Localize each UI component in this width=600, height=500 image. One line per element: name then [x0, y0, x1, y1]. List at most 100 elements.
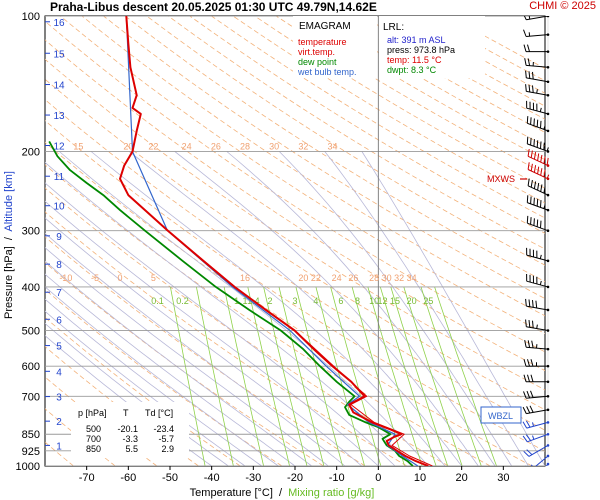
table-cell: 2.9 — [161, 444, 174, 454]
mixing-ratio-label: 6 — [338, 296, 343, 306]
wind-barb — [526, 215, 550, 233]
wind-barb-feather — [522, 435, 528, 443]
series-line-temperature — [119, 16, 429, 466]
wind-barb — [527, 162, 550, 181]
moist-adiabat-line — [45, 273, 296, 466]
table-cell: -5.7 — [158, 434, 174, 444]
wind-barb-dot — [546, 65, 550, 69]
wind-barb — [525, 70, 550, 84]
y-axis-label: Pressure [hPa] — [3, 246, 15, 319]
wind-barb-feather — [540, 200, 542, 208]
moist-adiabat-line — [45, 232, 346, 466]
theta-label: 30 — [269, 142, 279, 152]
wind-barb-feather — [530, 196, 532, 204]
theta-label: 16 — [240, 273, 250, 283]
wind-barb-shaft — [526, 280, 549, 288]
wind-barb-feather — [530, 137, 532, 146]
x-tick-label: -60 — [120, 472, 136, 484]
theta-label: 22 — [148, 142, 158, 152]
wind-barb — [525, 319, 550, 332]
wind-barb-feather — [537, 182, 540, 191]
y-axis-sep: / — [3, 236, 15, 240]
theta-label: 22 — [311, 273, 321, 283]
pressure-tick-label: 600 — [22, 361, 40, 373]
wind-barb-shaft — [527, 185, 549, 196]
wind-barb-dot — [546, 444, 550, 447]
wind-barb-shaft — [526, 409, 549, 415]
wind-barb-feather — [523, 16, 527, 21]
wind-barb-shaft — [527, 155, 549, 167]
wind-barb-shaft — [526, 77, 549, 83]
moist-adiabat-line — [45, 310, 246, 466]
wind-barb-feather — [522, 406, 527, 414]
mixing-ratio-label: 10 — [369, 296, 379, 306]
altitude-label: 7 — [56, 288, 62, 299]
wind-barb — [525, 298, 550, 312]
wind-barb-feather — [527, 162, 530, 170]
wind-barb-half-feather — [536, 324, 538, 329]
wind-barb-feather — [523, 450, 530, 457]
altitude-label: 4 — [56, 367, 62, 378]
pressure-tick-label: 300 — [22, 226, 40, 238]
x-axis-sep: / — [279, 487, 283, 499]
wind-barb-half-feather — [539, 107, 542, 112]
wind-barb-dot — [546, 50, 550, 53]
wind-barb — [524, 58, 550, 69]
altitude-label: 6 — [56, 315, 62, 326]
wind-barb-feather — [528, 320, 531, 328]
wind-barb — [523, 16, 550, 21]
wind-barb-feather — [532, 85, 534, 93]
wind-barb-feather — [533, 165, 537, 173]
x-tick-label: -70 — [79, 472, 95, 484]
mixing-ratio-label: 2 — [267, 296, 272, 306]
wind-barb-shaft — [526, 395, 549, 399]
lrl-box: LRL: alt: 391 m ASL press: 973.8 hPa tem… — [379, 16, 485, 78]
wind-barb-feather — [536, 219, 539, 227]
wbzl-box — [480, 406, 522, 424]
wind-barb-feather — [540, 120, 542, 129]
legend-item-virt-temp: virt.temp. — [298, 47, 335, 57]
wind-barb-feather — [527, 149, 530, 157]
wind-barb-half-feather — [536, 89, 538, 94]
wind-barb — [524, 340, 550, 351]
moist-adiabat-line — [45, 260, 312, 466]
wind-barb-feather — [537, 166, 540, 174]
wind-barb-dot — [546, 80, 550, 84]
summary-header-td: Td [°C] — [145, 408, 173, 418]
altitude-label: 9 — [56, 232, 62, 243]
mxws-label: MXWS — [487, 174, 515, 184]
dry-adiabat-line — [103, 16, 545, 300]
legend-box — [293, 16, 377, 78]
wind-barb-half-feather — [532, 435, 535, 440]
wind-barb-dot — [546, 33, 550, 36]
table-cell: -3.3 — [122, 434, 138, 444]
wind-barb-dot — [546, 16, 550, 18]
wind-barb-feather — [540, 220, 542, 229]
x-tick-label: 20 — [456, 472, 468, 484]
series-line-dew-point — [48, 140, 414, 466]
wind-barb-feather — [525, 434, 532, 441]
lrl-alt: alt: 391 m ASL — [387, 35, 446, 45]
altitude-label: 1 — [56, 441, 62, 452]
wind-barb-half-feather — [539, 254, 542, 259]
wind-barb-feather — [527, 374, 530, 382]
pressure-tick-label: 850 — [22, 429, 40, 441]
wind-barb-half-feather — [532, 422, 534, 427]
wind-barb-feather — [528, 299, 531, 307]
wind-barb — [522, 405, 550, 415]
wind-barb — [527, 178, 550, 197]
mixing-ratio-label: 15 — [390, 296, 400, 306]
wind-barb — [523, 359, 550, 368]
wind-barb-feather — [523, 374, 527, 382]
wind-barb-feather — [525, 420, 531, 428]
wind-barb-feather — [526, 449, 533, 456]
wind-barb-feather — [530, 150, 533, 158]
wind-barb-dot — [546, 208, 550, 212]
wind-barb-feather — [533, 152, 537, 160]
altitude-label: 13 — [53, 111, 65, 122]
wind-barb-feather — [528, 71, 531, 79]
theta-label: 26 — [348, 273, 358, 283]
wind-barb-shaft — [526, 305, 549, 311]
dry-adiabat-line — [45, 20, 545, 353]
altitude-label: 16 — [53, 18, 65, 29]
